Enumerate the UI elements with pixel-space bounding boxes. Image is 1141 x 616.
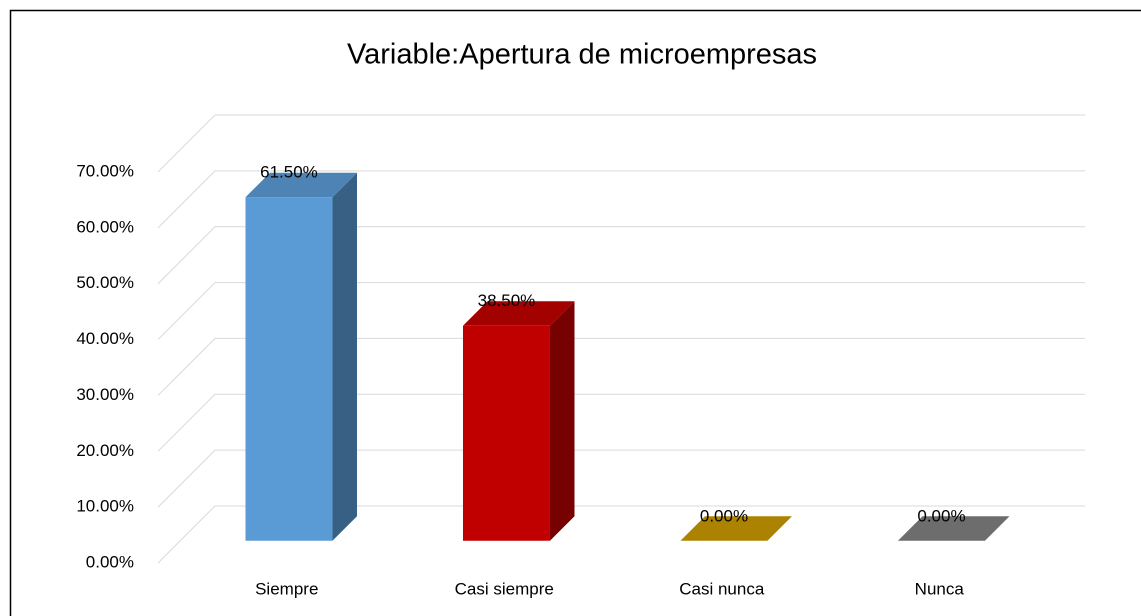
bar xyxy=(245,172,357,541)
grid-line xyxy=(157,393,1085,452)
x-tick-label: Casi nunca xyxy=(679,579,765,598)
bar-top xyxy=(245,172,357,198)
bar-side xyxy=(332,172,357,541)
bar xyxy=(897,516,1010,541)
data-label: 0.00% xyxy=(700,506,748,525)
data-label: 0.00% xyxy=(917,506,965,525)
y-tick-label: 30.00% xyxy=(76,385,134,404)
bar-front xyxy=(245,197,333,541)
y-tick-label: 20.00% xyxy=(76,441,134,460)
grid-line xyxy=(157,505,1085,564)
bar-front xyxy=(462,325,550,541)
bar-top xyxy=(897,516,1010,541)
chart-border xyxy=(9,9,1141,616)
y-tick-label: 40.00% xyxy=(76,329,134,348)
bar-top xyxy=(462,301,575,326)
bar-top xyxy=(680,516,792,541)
y-tick-label: 70.00% xyxy=(76,161,134,180)
grid-line xyxy=(157,282,1085,340)
chart-title: Variable:Apertura de microempresas xyxy=(347,39,817,71)
x-tick-label: Casi siempre xyxy=(455,579,554,598)
data-label: 61.50% xyxy=(260,163,318,182)
x-tick-label: Siempre xyxy=(255,579,318,598)
y-tick-label: 0.00% xyxy=(86,552,134,571)
grid-line xyxy=(157,170,1085,229)
bar xyxy=(680,516,792,541)
y-tick-label: 10.00% xyxy=(76,497,134,516)
y-tick-label: 50.00% xyxy=(76,273,134,292)
bar-side xyxy=(549,301,575,541)
grid-line xyxy=(157,114,1085,173)
grid-line xyxy=(157,226,1085,285)
x-tick-label: Nunca xyxy=(915,579,965,598)
grid-line xyxy=(157,337,1085,396)
grid-line xyxy=(157,449,1085,508)
bar xyxy=(462,301,575,541)
data-label: 38.50% xyxy=(478,291,536,310)
y-tick-label: 60.00% xyxy=(76,217,134,236)
